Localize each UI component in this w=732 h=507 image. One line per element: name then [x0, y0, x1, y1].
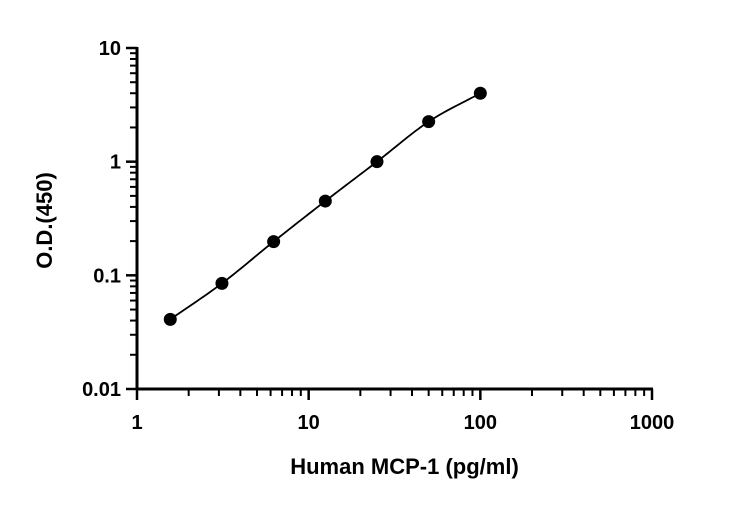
x-tick-label: 100 — [464, 412, 497, 434]
data-point — [318, 194, 332, 208]
x-tick-label: 1000 — [630, 412, 675, 434]
data-point — [370, 155, 384, 169]
data-point — [422, 115, 436, 129]
y-axis-tick-labels: 0.01 0.1 1 10 — [82, 38, 121, 401]
x-axis-tick-labels: 1 10 100 1000 — [131, 412, 674, 434]
y-axis-ticks — [126, 46, 137, 391]
x-tick-label: 10 — [298, 412, 320, 434]
data-points — [163, 86, 487, 326]
x-axis-title: Human MCP-1 (pg/ml) — [290, 454, 519, 479]
y-tick-label: 10 — [99, 38, 121, 60]
data-point — [473, 86, 487, 100]
axes: 0.01 0.1 1 10 1 10 100 1000 — [82, 38, 674, 434]
y-axis-title: O.D.(450) — [32, 172, 57, 269]
data-point — [163, 312, 177, 326]
y-tick-label: 0.1 — [93, 265, 121, 287]
data-point — [267, 235, 281, 249]
x-axis-ticks — [135, 389, 654, 400]
data-point — [215, 276, 229, 290]
x-tick-label: 1 — [131, 412, 142, 434]
y-tick-label: 1 — [110, 152, 121, 174]
y-tick-label: 0.01 — [82, 379, 121, 401]
